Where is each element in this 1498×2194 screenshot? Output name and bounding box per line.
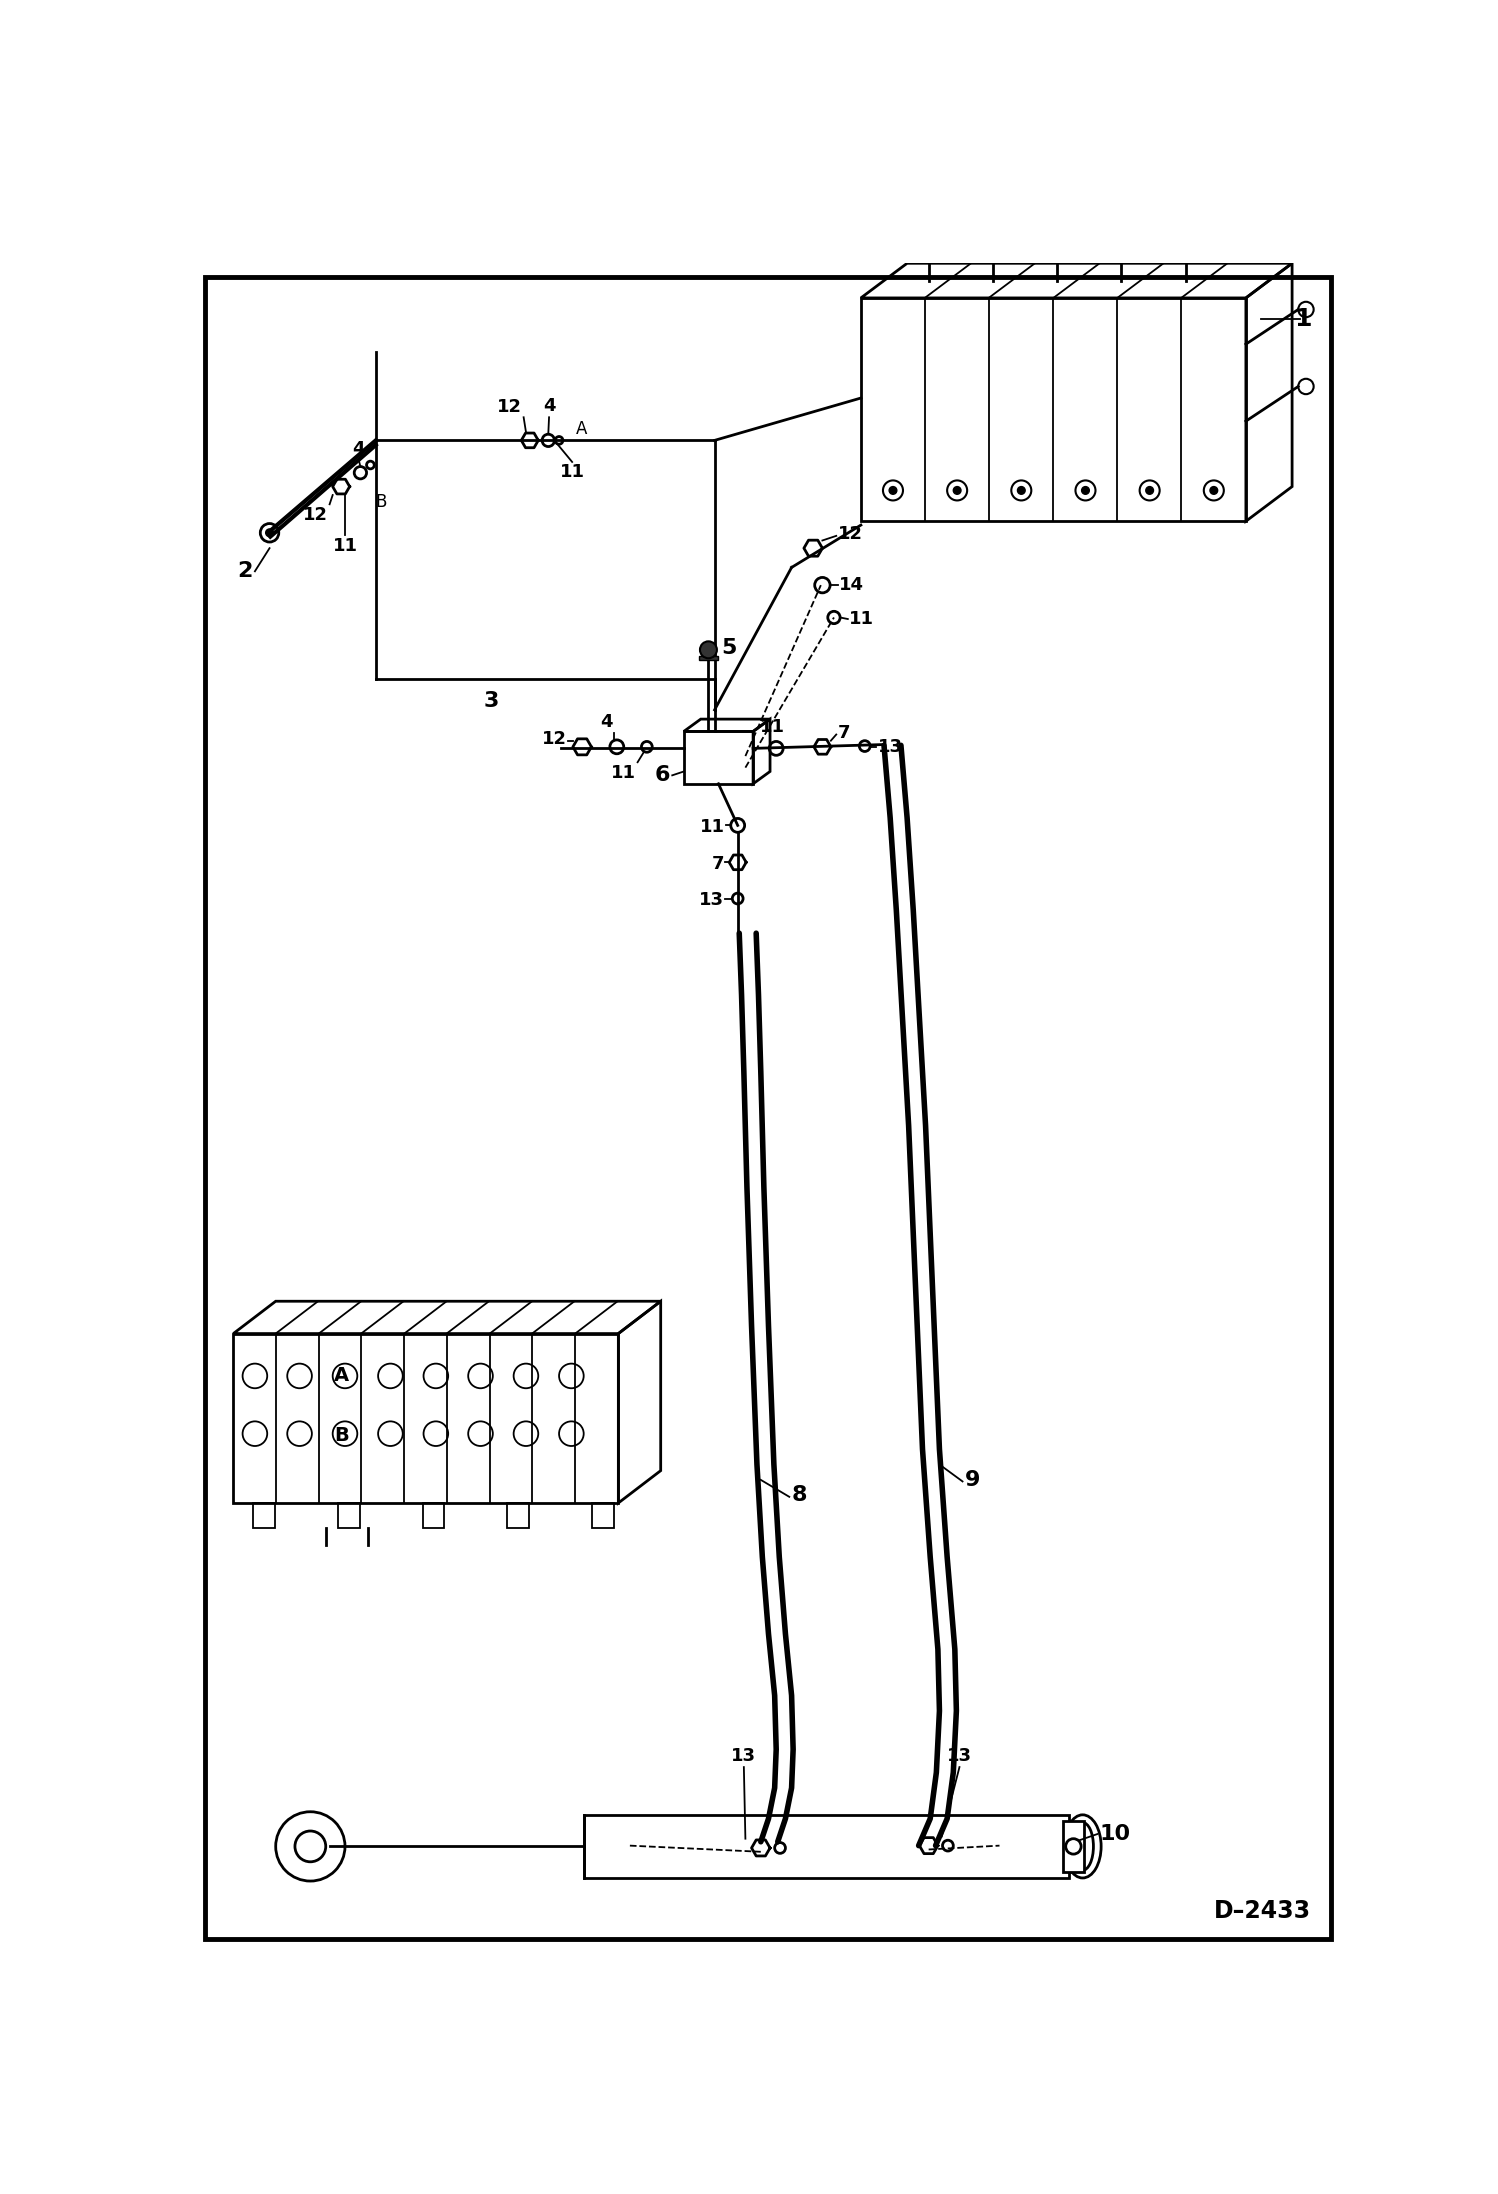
Bar [584, 1814, 1068, 1878]
Bar [253, 1503, 276, 1527]
Text: 11: 11 [611, 764, 637, 781]
Circle shape [265, 529, 274, 538]
Text: B: B [334, 1426, 349, 1444]
Bar [683, 731, 753, 783]
Bar [508, 1503, 529, 1527]
Circle shape [1017, 487, 1025, 494]
Circle shape [1050, 241, 1064, 255]
Text: 10: 10 [1100, 1823, 1131, 1845]
Text: 3: 3 [484, 691, 499, 711]
Circle shape [700, 641, 718, 658]
Text: 11: 11 [333, 538, 358, 555]
Text: 11: 11 [759, 717, 785, 735]
Text: 4: 4 [542, 397, 556, 415]
Circle shape [1065, 1839, 1082, 1854]
Text: D–2433: D–2433 [1215, 1898, 1311, 1922]
Circle shape [1082, 487, 1089, 494]
Text: 8: 8 [791, 1485, 807, 1505]
Bar [1062, 1821, 1085, 1871]
Text: 4: 4 [601, 713, 613, 731]
Text: 13: 13 [731, 1746, 756, 1764]
Circle shape [1115, 241, 1128, 255]
Text: 13: 13 [947, 1746, 972, 1764]
Text: A: A [334, 1367, 349, 1384]
Text: 12: 12 [837, 524, 863, 544]
Circle shape [953, 487, 962, 494]
Text: 6: 6 [655, 766, 670, 785]
Text: 13: 13 [878, 737, 903, 757]
Bar [422, 1503, 445, 1527]
Text: 1: 1 [1294, 307, 1311, 331]
Polygon shape [700, 656, 718, 660]
Text: 7: 7 [712, 856, 724, 873]
Circle shape [890, 487, 897, 494]
Text: 2: 2 [237, 562, 253, 581]
Text: 7: 7 [837, 724, 851, 742]
Text: 5: 5 [721, 638, 736, 658]
Circle shape [1179, 241, 1192, 255]
Text: A: A [577, 419, 587, 439]
Text: 12: 12 [497, 397, 523, 415]
Text: 11: 11 [700, 818, 725, 836]
Text: 9: 9 [965, 1470, 980, 1490]
Circle shape [1146, 487, 1153, 494]
Bar [339, 1503, 360, 1527]
Circle shape [1210, 487, 1218, 494]
Circle shape [986, 241, 1001, 255]
Text: 12: 12 [542, 731, 566, 748]
Text: 11: 11 [560, 463, 584, 480]
Bar [592, 1503, 614, 1527]
Text: 14: 14 [839, 577, 864, 595]
Text: 12: 12 [303, 507, 328, 524]
Text: 11: 11 [849, 610, 875, 627]
Circle shape [921, 241, 936, 255]
Text: 13: 13 [700, 891, 724, 908]
Text: B: B [376, 494, 386, 511]
Text: 4: 4 [352, 441, 366, 459]
